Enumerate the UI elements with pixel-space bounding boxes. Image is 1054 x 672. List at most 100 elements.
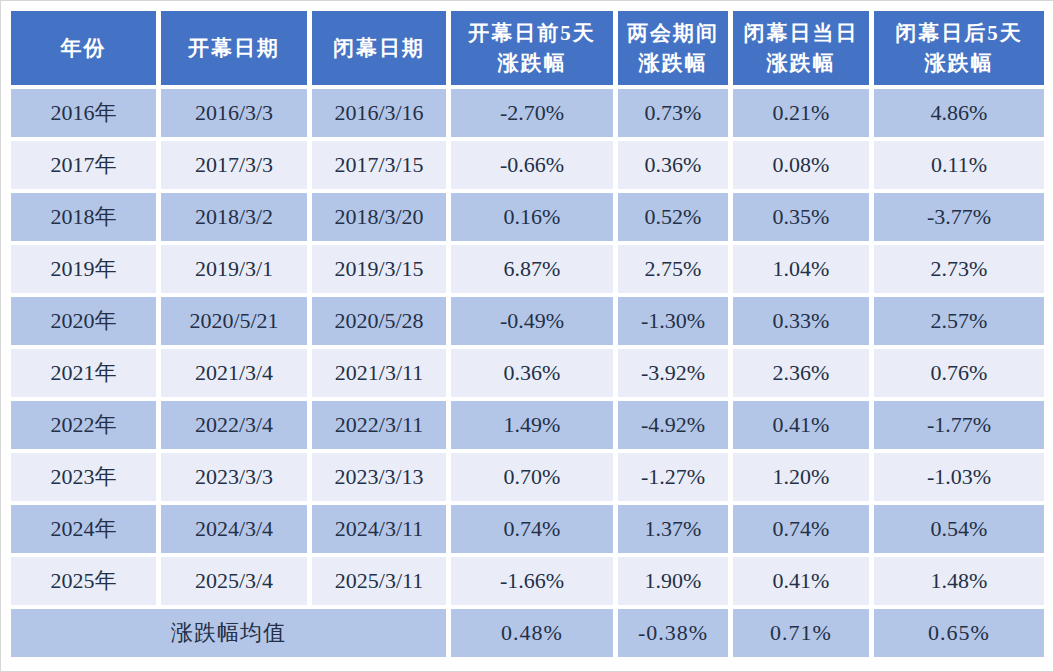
header-label: 年份 (13, 33, 154, 63)
column-header-close-date: 闭幕日期 (312, 11, 446, 85)
session-change-cell: -1.30% (618, 297, 728, 345)
open-date-cell: 2016/3/3 (161, 89, 307, 137)
open-date-cell: 2018/3/2 (161, 193, 307, 241)
header-label: 闭幕日当日 (735, 18, 867, 48)
open-date-cell: 2020/5/21 (161, 297, 307, 345)
table-page: 年份 开幕日期 闭幕日期 开幕日前5天涨跌幅 两会期间涨跌幅 闭幕日当日涨跌幅 … (0, 0, 1054, 672)
close-day-change-cell: 2.36% (733, 349, 869, 397)
table-row-2018: 2018年 2018/3/2 2018/3/20 0.16% 0.52% 0.3… (11, 193, 1044, 241)
column-header-session-change: 两会期间涨跌幅 (618, 11, 728, 85)
session-change-cell: -3.92% (618, 349, 728, 397)
close-date-cell: 2023/3/13 (312, 453, 446, 501)
post-close-change-cell: 2.73% (874, 245, 1044, 293)
close-date-cell: 2020/5/28 (312, 297, 446, 345)
average-session-change-cell: -0.38% (618, 609, 728, 657)
year-cell: 2018年 (11, 193, 156, 241)
close-day-change-cell: 1.20% (733, 453, 869, 501)
average-row: 涨跌幅均值 0.48% -0.38% 0.71% 0.65% (11, 609, 1044, 657)
close-date-cell: 2022/3/11 (312, 401, 446, 449)
table-row-2022: 2022年 2022/3/4 2022/3/11 1.49% -4.92% 0.… (11, 401, 1044, 449)
close-day-change-cell: 0.08% (733, 141, 869, 189)
pre-open-change-cell: 0.36% (451, 349, 613, 397)
column-header-open-date: 开幕日期 (161, 11, 307, 85)
average-label-cell: 涨跌幅均值 (11, 609, 446, 657)
header-label: 开幕日前5天 (453, 18, 611, 48)
pre-open-change-cell: 0.70% (451, 453, 613, 501)
column-header-year: 年份 (11, 11, 156, 85)
session-change-cell: 0.73% (618, 89, 728, 137)
session-change-cell: 1.90% (618, 557, 728, 605)
open-date-cell: 2024/3/4 (161, 505, 307, 553)
post-close-change-cell: 0.76% (874, 349, 1044, 397)
year-cell: 2025年 (11, 557, 156, 605)
header-row: 年份 开幕日期 闭幕日期 开幕日前5天涨跌幅 两会期间涨跌幅 闭幕日当日涨跌幅 … (11, 11, 1044, 85)
close-date-cell: 2025/3/11 (312, 557, 446, 605)
pre-open-change-cell: 0.74% (451, 505, 613, 553)
table-row-2019: 2019年 2019/3/1 2019/3/15 6.87% 2.75% 1.0… (11, 245, 1044, 293)
header-label: 闭幕日期 (314, 33, 444, 63)
column-header-close-day-change: 闭幕日当日涨跌幅 (733, 11, 869, 85)
close-day-change-cell: 0.41% (733, 401, 869, 449)
table-row-2025: 2025年 2025/3/4 2025/3/11 -1.66% 1.90% 0.… (11, 557, 1044, 605)
post-close-change-cell: 0.54% (874, 505, 1044, 553)
open-date-cell: 2017/3/3 (161, 141, 307, 189)
average-post-close-change-cell: 0.65% (874, 609, 1044, 657)
close-date-cell: 2019/3/15 (312, 245, 446, 293)
close-date-cell: 2016/3/16 (312, 89, 446, 137)
open-date-cell: 2022/3/4 (161, 401, 307, 449)
session-change-cell: 1.37% (618, 505, 728, 553)
post-close-change-cell: -3.77% (874, 193, 1044, 241)
year-cell: 2020年 (11, 297, 156, 345)
post-close-change-cell: 2.57% (874, 297, 1044, 345)
open-date-cell: 2025/3/4 (161, 557, 307, 605)
close-day-change-cell: 0.33% (733, 297, 869, 345)
table-row-2016: 2016年 2016/3/3 2016/3/16 -2.70% 0.73% 0.… (11, 89, 1044, 137)
close-day-change-cell: 0.74% (733, 505, 869, 553)
open-date-cell: 2023/3/3 (161, 453, 307, 501)
close-day-change-cell: 0.35% (733, 193, 869, 241)
session-change-cell: -1.27% (618, 453, 728, 501)
pre-open-change-cell: 0.16% (451, 193, 613, 241)
table-row-2021: 2021年 2021/3/4 2021/3/11 0.36% -3.92% 2.… (11, 349, 1044, 397)
year-cell: 2023年 (11, 453, 156, 501)
close-date-cell: 2018/3/20 (312, 193, 446, 241)
pre-open-change-cell: 1.49% (451, 401, 613, 449)
year-cell: 2024年 (11, 505, 156, 553)
table-row-2023: 2023年 2023/3/3 2023/3/13 0.70% -1.27% 1.… (11, 453, 1044, 501)
table-row-2020: 2020年 2020/5/21 2020/5/28 -0.49% -1.30% … (11, 297, 1044, 345)
year-cell: 2022年 (11, 401, 156, 449)
post-close-change-cell: -1.03% (874, 453, 1044, 501)
pre-open-change-cell: -2.70% (451, 89, 613, 137)
close-day-change-cell: 0.41% (733, 557, 869, 605)
year-cell: 2019年 (11, 245, 156, 293)
table-row-2024: 2024年 2024/3/4 2024/3/11 0.74% 1.37% 0.7… (11, 505, 1044, 553)
header-label: 闭幕日后5天 (876, 18, 1042, 48)
year-cell: 2021年 (11, 349, 156, 397)
header-label: 开幕日期 (163, 33, 305, 63)
close-date-cell: 2024/3/11 (312, 505, 446, 553)
pre-open-change-cell: -0.66% (451, 141, 613, 189)
pre-open-change-cell: -1.66% (451, 557, 613, 605)
close-day-change-cell: 0.21% (733, 89, 869, 137)
close-date-cell: 2017/3/15 (312, 141, 446, 189)
post-close-change-cell: 1.48% (874, 557, 1044, 605)
open-date-cell: 2019/3/1 (161, 245, 307, 293)
post-close-change-cell: 0.11% (874, 141, 1044, 189)
year-cell: 2016年 (11, 89, 156, 137)
pre-open-change-cell: 6.87% (451, 245, 613, 293)
average-close-day-change-cell: 0.71% (733, 609, 869, 657)
session-change-cell: -4.92% (618, 401, 728, 449)
column-header-post-close-5d-change: 闭幕日后5天涨跌幅 (874, 11, 1044, 85)
pre-open-change-cell: -0.49% (451, 297, 613, 345)
post-close-change-cell: 4.86% (874, 89, 1044, 137)
header-label: 两会期间 (620, 18, 726, 48)
session-change-cell: 2.75% (618, 245, 728, 293)
two-sessions-market-table: 年份 开幕日期 闭幕日期 开幕日前5天涨跌幅 两会期间涨跌幅 闭幕日当日涨跌幅 … (6, 7, 1049, 661)
table-row-2017: 2017年 2017/3/3 2017/3/15 -0.66% 0.36% 0.… (11, 141, 1044, 189)
year-cell: 2017年 (11, 141, 156, 189)
close-date-cell: 2021/3/11 (312, 349, 446, 397)
close-day-change-cell: 1.04% (733, 245, 869, 293)
average-pre-open-change-cell: 0.48% (451, 609, 613, 657)
session-change-cell: 0.52% (618, 193, 728, 241)
column-header-pre-open-5d-change: 开幕日前5天涨跌幅 (451, 11, 613, 85)
